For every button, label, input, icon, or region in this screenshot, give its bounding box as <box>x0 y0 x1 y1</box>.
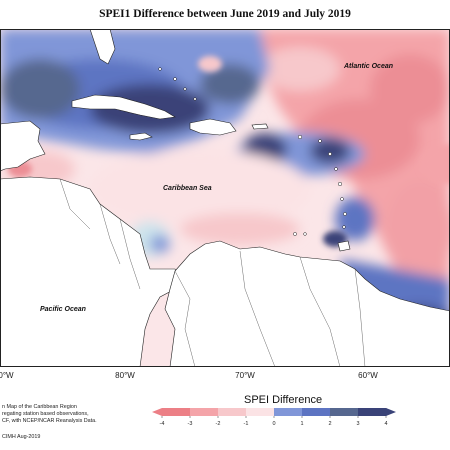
jamaica <box>129 132 153 141</box>
legend-tick-label: -3 <box>188 421 193 427</box>
legend-colorbar: -4 -3 -2 -1 0 1 2 3 4 <box>152 408 396 428</box>
legend-tick-label: 1 <box>300 421 303 427</box>
small-islands <box>158 67 347 236</box>
legend-swatch <box>190 408 219 416</box>
longitude-tick: 0°W <box>0 371 14 380</box>
longitude-tick: 80°W <box>115 371 135 380</box>
longitude-tick: 70°W <box>235 371 255 380</box>
legend-tick-label: 0 <box>272 421 275 427</box>
legend-title: SPEI Difference <box>244 394 323 406</box>
legend-swatch <box>246 408 275 416</box>
legend-swatch <box>302 408 331 416</box>
info-line: n Map of the Caribbean Region <box>2 404 77 410</box>
south-america <box>164 240 450 367</box>
map-title: SPEI1 Difference between June 2019 and J… <box>99 8 351 20</box>
info-line: CF, with NCEP/NCAR Reanalysis Data. <box>2 418 97 424</box>
legend-tick-label: 3 <box>356 421 359 427</box>
map-frame: Atlantic Ocean Caribbean Sea Pacific Oce… <box>0 29 450 367</box>
trinidad <box>337 240 351 252</box>
legend-tick-label: -4 <box>160 421 165 427</box>
legend-swatch <box>330 408 359 416</box>
legend-swatch <box>274 408 303 416</box>
legend-svg: -4 -3 -2 -1 0 1 2 3 4 <box>152 408 396 427</box>
legend-swatch <box>162 408 191 416</box>
label-pacific-ocean: Pacific Ocean <box>40 306 86 313</box>
central-america <box>0 176 181 367</box>
florida <box>89 29 116 65</box>
borders <box>59 178 366 367</box>
legend-arrow-high <box>386 408 396 416</box>
credit-line: CIMH Aug-2019 <box>2 434 41 440</box>
legend-tick-label: 2 <box>328 421 331 427</box>
legend-tick-label: 4 <box>384 421 387 427</box>
yucatan <box>0 120 46 172</box>
legend-arrow-low <box>152 408 162 416</box>
map-canvas <box>0 29 450 367</box>
cuba <box>71 94 176 120</box>
legend-tick-label: -2 <box>216 421 221 427</box>
legend-swatch <box>358 408 387 416</box>
land <box>0 29 450 367</box>
longitude-tick: 60°W <box>358 371 378 380</box>
info-line: regating station based observations, <box>2 411 89 417</box>
puerto-rico <box>251 123 269 130</box>
label-atlantic-ocean: Atlantic Ocean <box>344 63 394 70</box>
legend-swatch <box>218 408 247 416</box>
legend-tick-label: -1 <box>244 421 249 427</box>
label-caribbean-sea: Caribbean Sea <box>163 185 212 192</box>
hispaniola <box>189 118 237 136</box>
